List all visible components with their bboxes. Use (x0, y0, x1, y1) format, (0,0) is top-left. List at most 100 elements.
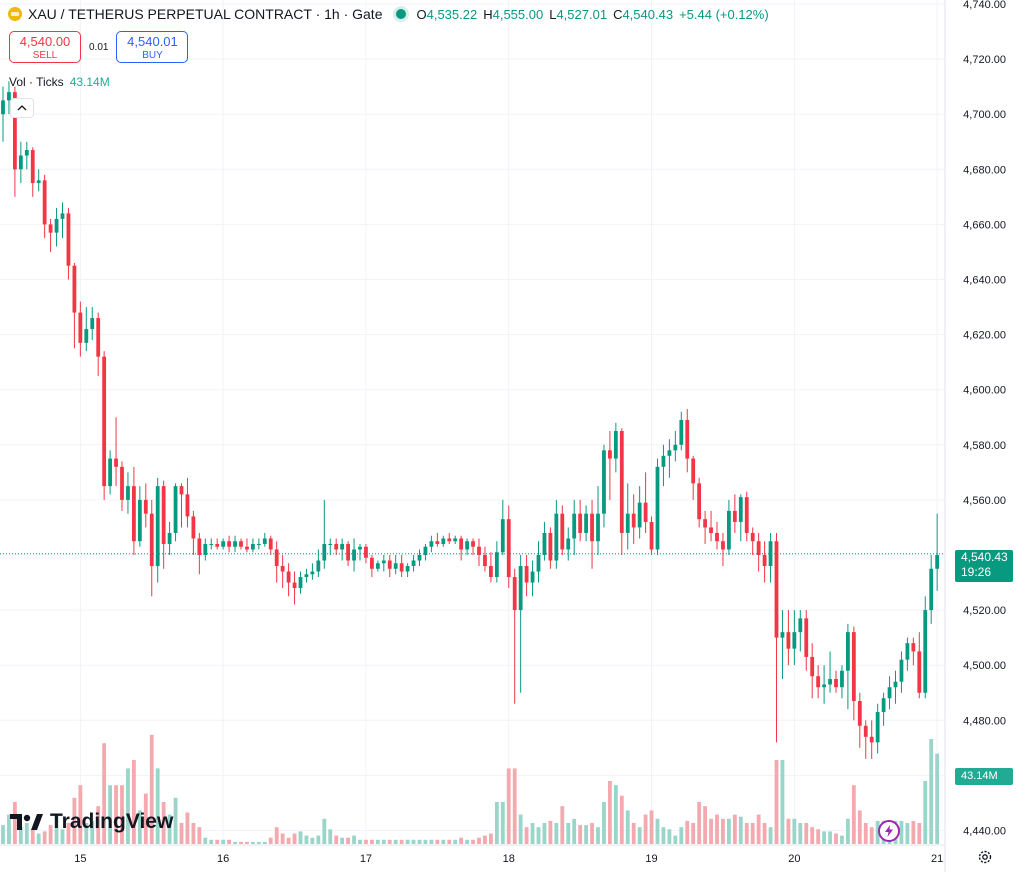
price-axis[interactable]: 4,440.004,460.004,480.004,500.004,520.00… (963, 0, 1006, 837)
volume-bar (536, 827, 541, 844)
candle (762, 541, 767, 583)
volume-bar (667, 829, 672, 844)
candle (786, 610, 791, 666)
symbol-title[interactable]: XAU / TETHERUS PERPETUAL CONTRACT · 1h ·… (28, 6, 383, 22)
candle (471, 538, 475, 555)
price-tick-label: 4,560.00 (963, 495, 1006, 507)
flash-button[interactable] (878, 820, 900, 842)
candle (161, 480, 166, 569)
volume-bar (54, 814, 59, 844)
price-tick-label: 4,500.00 (963, 660, 1006, 672)
candle (173, 483, 178, 542)
volume-value: 43.14M (69, 75, 110, 89)
market-open-dot-icon (396, 9, 407, 19)
candle (334, 538, 339, 555)
volume-bar (524, 827, 529, 844)
candle (143, 483, 148, 528)
candle (453, 535, 458, 544)
volume-bar (24, 823, 29, 844)
volume-bar (423, 839, 428, 844)
volume-bar (143, 793, 148, 844)
volume-bar (494, 802, 499, 844)
candle (703, 510, 707, 544)
candle (584, 505, 588, 542)
volume-bar (137, 810, 142, 844)
candle (572, 499, 577, 555)
volume-bar (863, 823, 868, 844)
candle (619, 428, 624, 555)
volume-bar (268, 837, 273, 844)
collapse-legend-button[interactable] (10, 98, 34, 118)
candle (834, 670, 838, 693)
volume-legend[interactable]: Vol · Ticks 43.14M (9, 75, 110, 89)
volume-bar (185, 812, 190, 844)
candle (667, 439, 672, 478)
volume-bar (518, 814, 523, 844)
price-tick-label: 4,680.00 (963, 164, 1006, 176)
candle (447, 532, 452, 544)
candle (429, 535, 434, 553)
candle (423, 543, 428, 561)
candle (441, 535, 446, 547)
candle (256, 538, 261, 550)
volume-bar (322, 818, 327, 844)
buy-button[interactable]: 4,540.01 BUY (116, 31, 189, 63)
candle (328, 538, 333, 555)
candle (566, 527, 571, 561)
candle (923, 596, 928, 699)
volume-bar (899, 820, 904, 844)
candle (90, 307, 95, 341)
candle (399, 554, 404, 578)
gear-icon[interactable] (976, 848, 994, 866)
volume-bar (227, 839, 231, 844)
candle (393, 554, 398, 575)
candle (506, 505, 511, 589)
volume-bar (804, 823, 809, 844)
volume-bar (346, 837, 350, 844)
candle (602, 444, 606, 528)
vertical-gridlines (79, 0, 938, 845)
volume-bar (274, 827, 279, 844)
candle (637, 486, 642, 539)
candle (137, 486, 142, 547)
price-tick-label: 4,600.00 (963, 385, 1006, 397)
candle (310, 563, 315, 580)
volume-bar (506, 768, 511, 844)
candle (280, 554, 285, 589)
candle (304, 568, 309, 583)
volume-bar (90, 820, 95, 844)
volume-bar (560, 806, 565, 844)
volume-bar (370, 839, 374, 844)
volume-bar (149, 734, 154, 844)
sell-button[interactable]: 4,540.00 SELL (9, 31, 81, 63)
volume-bar (233, 841, 237, 844)
volume-bar (655, 818, 660, 844)
volume-bar (471, 839, 475, 844)
time-axis[interactable]: 15 16 17 18 19 20 21 (74, 853, 943, 865)
candle (590, 499, 594, 569)
candle (227, 535, 231, 553)
volume-bar (923, 781, 928, 844)
candle (489, 552, 493, 583)
volume-bar (411, 839, 416, 844)
volume-bar (572, 818, 577, 844)
horizontal-gridlines (0, 3, 945, 831)
tradingview-logo[interactable]: TradingView (10, 810, 173, 834)
price-tick-label: 4,720.00 (963, 54, 1006, 66)
candle (185, 477, 190, 528)
bar-countdown: 19:26 (961, 565, 992, 579)
candle (774, 532, 779, 743)
volume-bar (846, 818, 850, 844)
price-tick-label: 4,520.00 (963, 605, 1006, 617)
volume-bar (72, 797, 77, 844)
volume-bar (935, 753, 940, 844)
volume-bar (108, 785, 112, 844)
candle (679, 411, 684, 451)
volume-bar (566, 823, 571, 844)
candle (697, 477, 702, 528)
candle (459, 535, 464, 561)
volume-bar (197, 827, 202, 844)
candle (625, 483, 630, 550)
volume-bar (857, 810, 862, 844)
